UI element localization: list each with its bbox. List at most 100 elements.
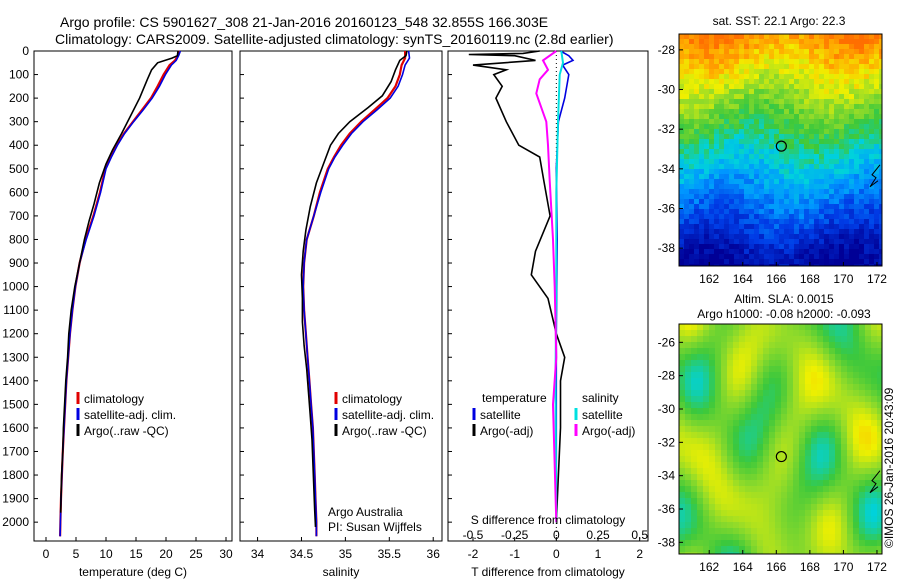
map-cell [684, 189, 690, 195]
map-cell [739, 104, 745, 110]
map-cell [704, 124, 710, 130]
map-cell [787, 348, 794, 355]
map-cell [703, 378, 710, 385]
map-cell [724, 49, 730, 55]
map-cell [817, 336, 824, 343]
map-cell [727, 348, 734, 355]
map-cell [759, 39, 765, 45]
map-cell [734, 89, 740, 95]
map-cell [793, 432, 800, 439]
map-cell [824, 54, 830, 60]
map-cell [793, 546, 800, 553]
map-cell [805, 444, 812, 451]
map-cell [784, 229, 790, 235]
map-cell [829, 34, 835, 40]
map-cell [849, 99, 855, 105]
map-cell [804, 144, 810, 150]
map-cell [697, 480, 704, 487]
map-cell [847, 486, 854, 493]
map-cell [709, 134, 715, 140]
map-cell [865, 372, 872, 379]
map-cell [874, 204, 880, 210]
map-cell [804, 244, 810, 250]
map-cell [805, 462, 812, 469]
map-cell [859, 134, 865, 140]
map-cell [703, 528, 710, 535]
map-cell [757, 372, 764, 379]
map-cell [749, 264, 755, 266]
map-cell [727, 366, 734, 373]
map-cell [721, 348, 728, 355]
map-cell [714, 139, 720, 145]
map-cell [769, 89, 775, 95]
map-cell [749, 234, 755, 240]
map-cell [729, 134, 735, 140]
map-cell [869, 174, 875, 180]
map-cell [839, 144, 845, 150]
map-cell [799, 164, 805, 170]
map-cell [689, 44, 695, 50]
map-cell [733, 450, 740, 457]
map-cell [745, 540, 752, 547]
map-cell [714, 174, 720, 180]
map-cell [691, 504, 698, 511]
map-cell [729, 184, 735, 190]
map-cell [879, 89, 882, 95]
map-cell [679, 534, 686, 541]
map-cell [829, 204, 835, 210]
map-cell [834, 184, 840, 190]
map-frame [678, 323, 883, 555]
map-cell [685, 336, 692, 343]
map-cell [739, 89, 745, 95]
map-cell [691, 330, 698, 337]
map-cell [844, 84, 850, 90]
map-cell [757, 324, 764, 331]
map-cell [809, 209, 815, 215]
map-cell [789, 79, 795, 85]
map-cell [729, 204, 735, 210]
map-cell [721, 402, 728, 409]
map-cell [844, 219, 850, 225]
map-cell [739, 492, 746, 499]
map-cell [865, 486, 872, 493]
map-cell [704, 114, 710, 120]
map-cell [865, 444, 872, 451]
map-cell [715, 486, 722, 493]
map-cell [819, 94, 825, 100]
map-cell [834, 74, 840, 80]
map-cell [834, 169, 840, 175]
map-cell [839, 149, 845, 155]
map-cell [879, 69, 882, 75]
map-cell [847, 396, 854, 403]
map-cell [824, 89, 830, 95]
map-cell [809, 239, 815, 245]
map-cell [854, 264, 860, 266]
map-cell [823, 438, 830, 445]
map-cell [859, 99, 865, 105]
map-cell [829, 360, 836, 367]
map-cell [834, 119, 840, 125]
map-cell [689, 154, 695, 160]
map-cell [854, 94, 860, 100]
map-cell [835, 516, 842, 523]
map-cell [787, 444, 794, 451]
map-cell [724, 209, 730, 215]
map-cell [814, 164, 820, 170]
map-cell [811, 426, 818, 433]
map-cell [853, 450, 860, 457]
map-cell [849, 224, 855, 230]
map-cell [704, 234, 710, 240]
map-cell [823, 414, 830, 421]
map-cell [879, 109, 882, 115]
map-cell [691, 414, 698, 421]
map-cell [793, 480, 800, 487]
map-cell [729, 59, 735, 65]
map-cell [849, 84, 855, 90]
map-cell [719, 69, 725, 75]
map-cell [844, 54, 850, 60]
map-cell [709, 219, 715, 225]
map-cell [835, 540, 842, 547]
map-cell [853, 522, 860, 529]
map-cell [727, 504, 734, 511]
map-cell [871, 528, 878, 535]
